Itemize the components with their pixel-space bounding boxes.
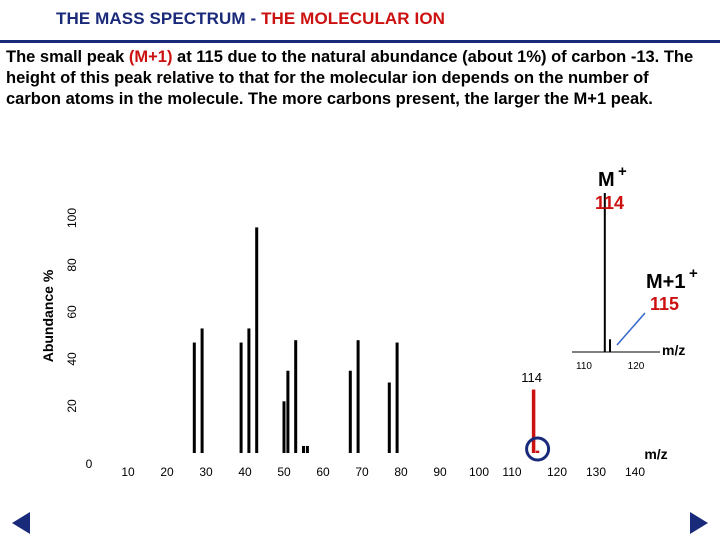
x-tick-label: 0 [86,457,93,471]
spectrum-bar [305,445,309,453]
x-tick-label: 30 [199,465,213,479]
x-tick-label: 90 [433,465,447,479]
x-tick-label: 40 [238,465,252,479]
spectrum-bar [282,401,286,453]
inset-m1-value: 115 [650,294,679,314]
x-tick-label: 60 [316,465,330,479]
y-tick-label: 40 [65,352,79,366]
explanation-paragraph: The small peak (M+1) at 115 due to the n… [6,47,706,110]
paragraph-highlight: (M+1) [128,48,173,66]
previous-slide-icon[interactable] [12,512,30,534]
x-tick-label: 130 [586,465,606,479]
inset-m-value: 114 [595,193,624,213]
peak-label-114: 114 [521,370,542,385]
x-tick-label: 10 [121,465,135,479]
slide-title-part1: THE MASS SPECTRUM - [56,9,262,28]
x-tick-label: 120 [547,465,567,479]
inset-bar [609,339,611,352]
spectrum-bar [294,340,298,453]
spectrum-bar [531,389,536,453]
spectrum-bar [395,342,399,453]
spectrum-bar [200,328,204,453]
spectrum-bar [247,328,251,453]
m-plus-1-highlight-circle [525,436,551,462]
slide-title: THE MASS SPECTRUM - THE MOLECULAR ION [56,9,445,29]
inset-m-label: M [598,169,615,191]
x-tick-label: 110 [502,465,521,479]
inset-bar [603,193,606,352]
spectrum-bar [356,340,360,453]
inset-x-axis-label: m/z [662,342,685,358]
inset-m-superscript: + [618,163,627,180]
y-axis-label: Abundance % [40,269,56,362]
y-tick-label: 100 [65,208,79,228]
inset-m1-label: M+1 [646,271,685,293]
y-tick-label: 20 [65,399,79,413]
y-tick-label: 80 [65,258,79,272]
next-slide-icon[interactable] [690,512,708,534]
inset-x-tick-label: 120 [628,361,645,372]
spectrum-bar [255,227,259,453]
x-tick-label: 70 [355,465,369,479]
paragraph-text-before: The small peak [6,48,129,66]
inset-x-tick-label: 110 [576,361,592,372]
spectrum-bar [239,342,243,453]
spectrum-bar [535,450,540,453]
x-tick-label: 80 [394,465,408,479]
x-tick-label: 50 [277,465,291,479]
x-tick-label: 140 [625,465,645,479]
spectrum-bar [286,370,290,453]
slide-title-part2: THE MOLECULAR ION [261,9,446,28]
title-divider [0,40,720,43]
spectrum-bar [348,370,352,453]
inset-pointer-line [616,312,646,346]
x-axis-label: m/z [644,446,667,462]
spectrum-bar [302,445,305,453]
inset-m1-superscript: + [689,265,698,282]
x-tick-label: 100 [469,465,489,479]
spectrum-bar [387,382,391,453]
paragraph-text-after: at 115 due to the natural abundance (abo… [6,48,694,108]
x-tick-label: 20 [160,465,174,479]
spectrum-bar [192,342,196,453]
y-tick-label: 60 [65,305,79,319]
